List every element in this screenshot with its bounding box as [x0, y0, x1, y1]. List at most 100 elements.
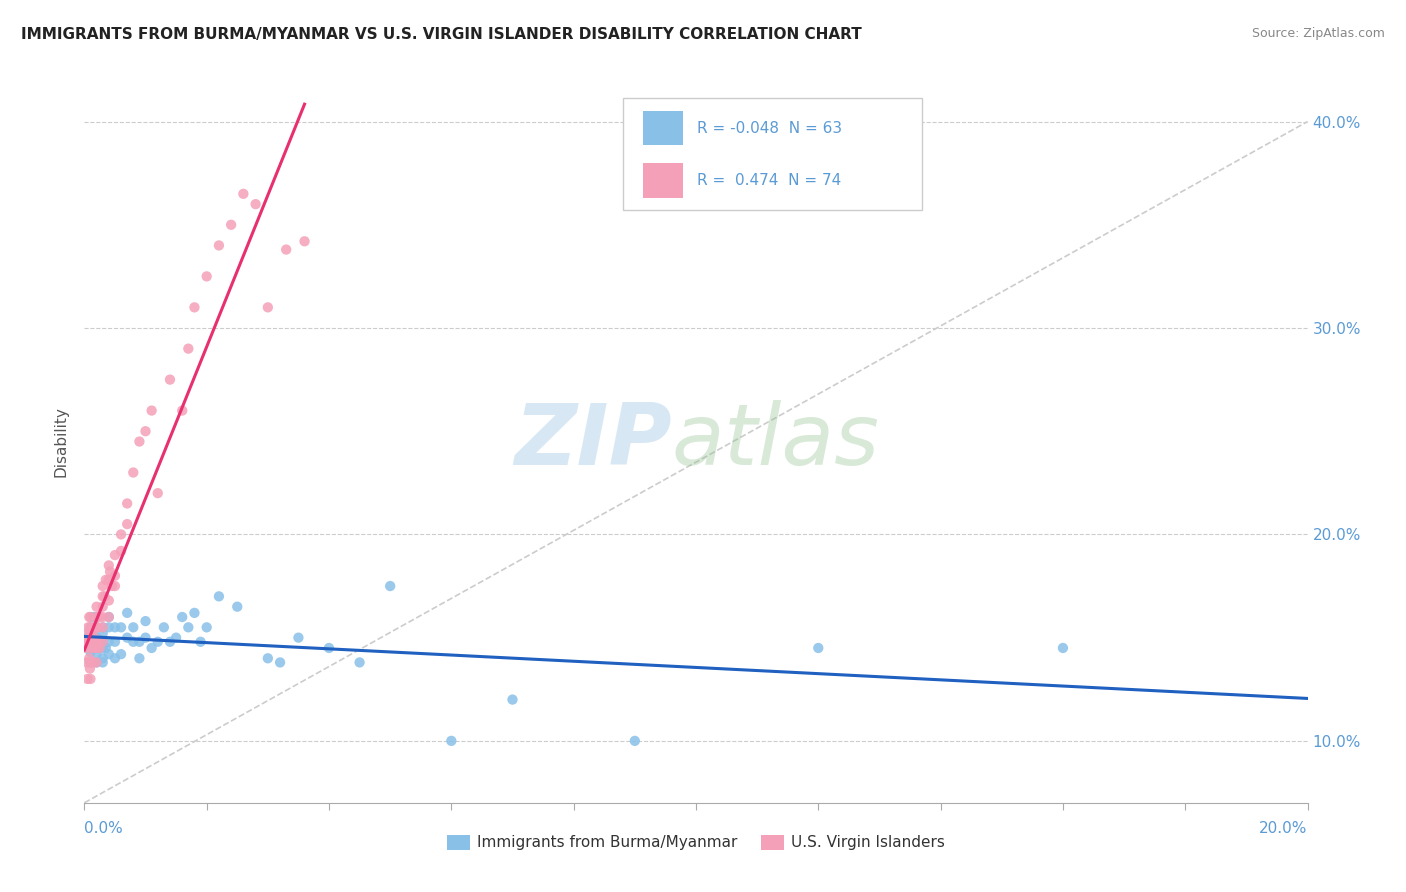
Point: [76, 626, 98, 640]
Point: [153, 620, 176, 634]
Point: [115, 606, 138, 620]
Point: [146, 634, 169, 648]
Point: [89, 640, 111, 655]
Point: [177, 620, 200, 634]
Point: [807, 640, 830, 655]
Point: [183, 606, 205, 620]
Point: [79, 645, 101, 659]
Point: [276, 243, 298, 257]
Point: [97, 573, 120, 587]
Point: [146, 486, 169, 500]
Point: [110, 527, 132, 541]
Point: [257, 301, 280, 315]
Point: [79, 656, 101, 670]
Point: [86, 599, 108, 614]
Point: [91, 599, 114, 614]
Point: [122, 466, 145, 480]
Point: [79, 620, 101, 634]
Point: [91, 656, 114, 670]
Point: [110, 544, 132, 558]
Point: [190, 634, 212, 648]
Point: [135, 631, 157, 645]
Point: [94, 640, 117, 655]
Point: [104, 579, 127, 593]
Point: [98, 565, 121, 579]
Text: R =  0.474  N = 74: R = 0.474 N = 74: [697, 173, 841, 188]
Point: [91, 620, 114, 634]
Point: [1052, 640, 1074, 655]
Point: [86, 620, 108, 634]
Point: [83, 640, 105, 655]
Point: [115, 517, 138, 532]
Point: [86, 656, 108, 670]
Point: [79, 662, 101, 676]
Text: ZIP: ZIP: [513, 400, 672, 483]
Point: [79, 610, 101, 624]
Point: [91, 620, 114, 634]
Point: [128, 651, 150, 665]
Point: [77, 634, 100, 648]
Point: [87, 620, 110, 634]
Text: atlas: atlas: [672, 400, 880, 483]
Point: [77, 651, 100, 665]
Y-axis label: Disability: Disability: [53, 406, 69, 477]
Text: R = -0.048  N = 63: R = -0.048 N = 63: [697, 120, 842, 136]
Point: [159, 373, 181, 387]
Point: [86, 620, 108, 634]
Point: [502, 692, 524, 706]
Point: [183, 301, 205, 315]
Point: [208, 590, 231, 604]
Point: [294, 235, 316, 249]
Point: [86, 610, 108, 624]
Point: [91, 626, 114, 640]
Point: [83, 656, 105, 670]
Point: [195, 620, 218, 634]
Point: [219, 218, 242, 232]
Point: [172, 610, 194, 624]
Point: [76, 656, 98, 670]
Point: [110, 620, 132, 634]
Point: [82, 634, 104, 648]
Point: [76, 631, 98, 645]
Text: Source: ZipAtlas.com: Source: ZipAtlas.com: [1251, 27, 1385, 40]
Point: [79, 631, 101, 645]
Point: [380, 579, 402, 593]
Point: [318, 640, 340, 655]
Point: [226, 599, 249, 614]
Point: [79, 634, 101, 648]
Point: [86, 634, 108, 648]
Point: [79, 626, 101, 640]
Point: [83, 610, 105, 624]
Point: [91, 634, 114, 648]
Text: IMMIGRANTS FROM BURMA/MYANMAR VS U.S. VIRGIN ISLANDER DISABILITY CORRELATION CHA: IMMIGRANTS FROM BURMA/MYANMAR VS U.S. VI…: [21, 27, 862, 42]
Point: [75, 640, 97, 655]
Point: [94, 573, 117, 587]
Point: [172, 403, 194, 417]
Point: [89, 610, 111, 624]
Point: [87, 634, 110, 648]
Point: [159, 634, 181, 648]
Point: [141, 403, 163, 417]
Point: [97, 620, 120, 634]
Point: [86, 610, 108, 624]
Point: [77, 610, 100, 624]
Point: [245, 197, 267, 211]
Point: [128, 634, 150, 648]
Point: [257, 651, 280, 665]
Point: [104, 548, 127, 562]
Point: [83, 631, 105, 645]
Point: [86, 634, 108, 648]
Point: [115, 496, 138, 510]
Point: [287, 631, 309, 645]
Point: [104, 634, 127, 648]
Point: [93, 590, 115, 604]
Point: [135, 424, 157, 438]
Point: [91, 579, 114, 593]
Point: [80, 626, 103, 640]
Point: [86, 656, 108, 670]
Point: [135, 614, 157, 628]
Point: [75, 634, 97, 648]
Point: [101, 579, 124, 593]
Bar: [644, 163, 682, 198]
FancyBboxPatch shape: [623, 98, 922, 211]
